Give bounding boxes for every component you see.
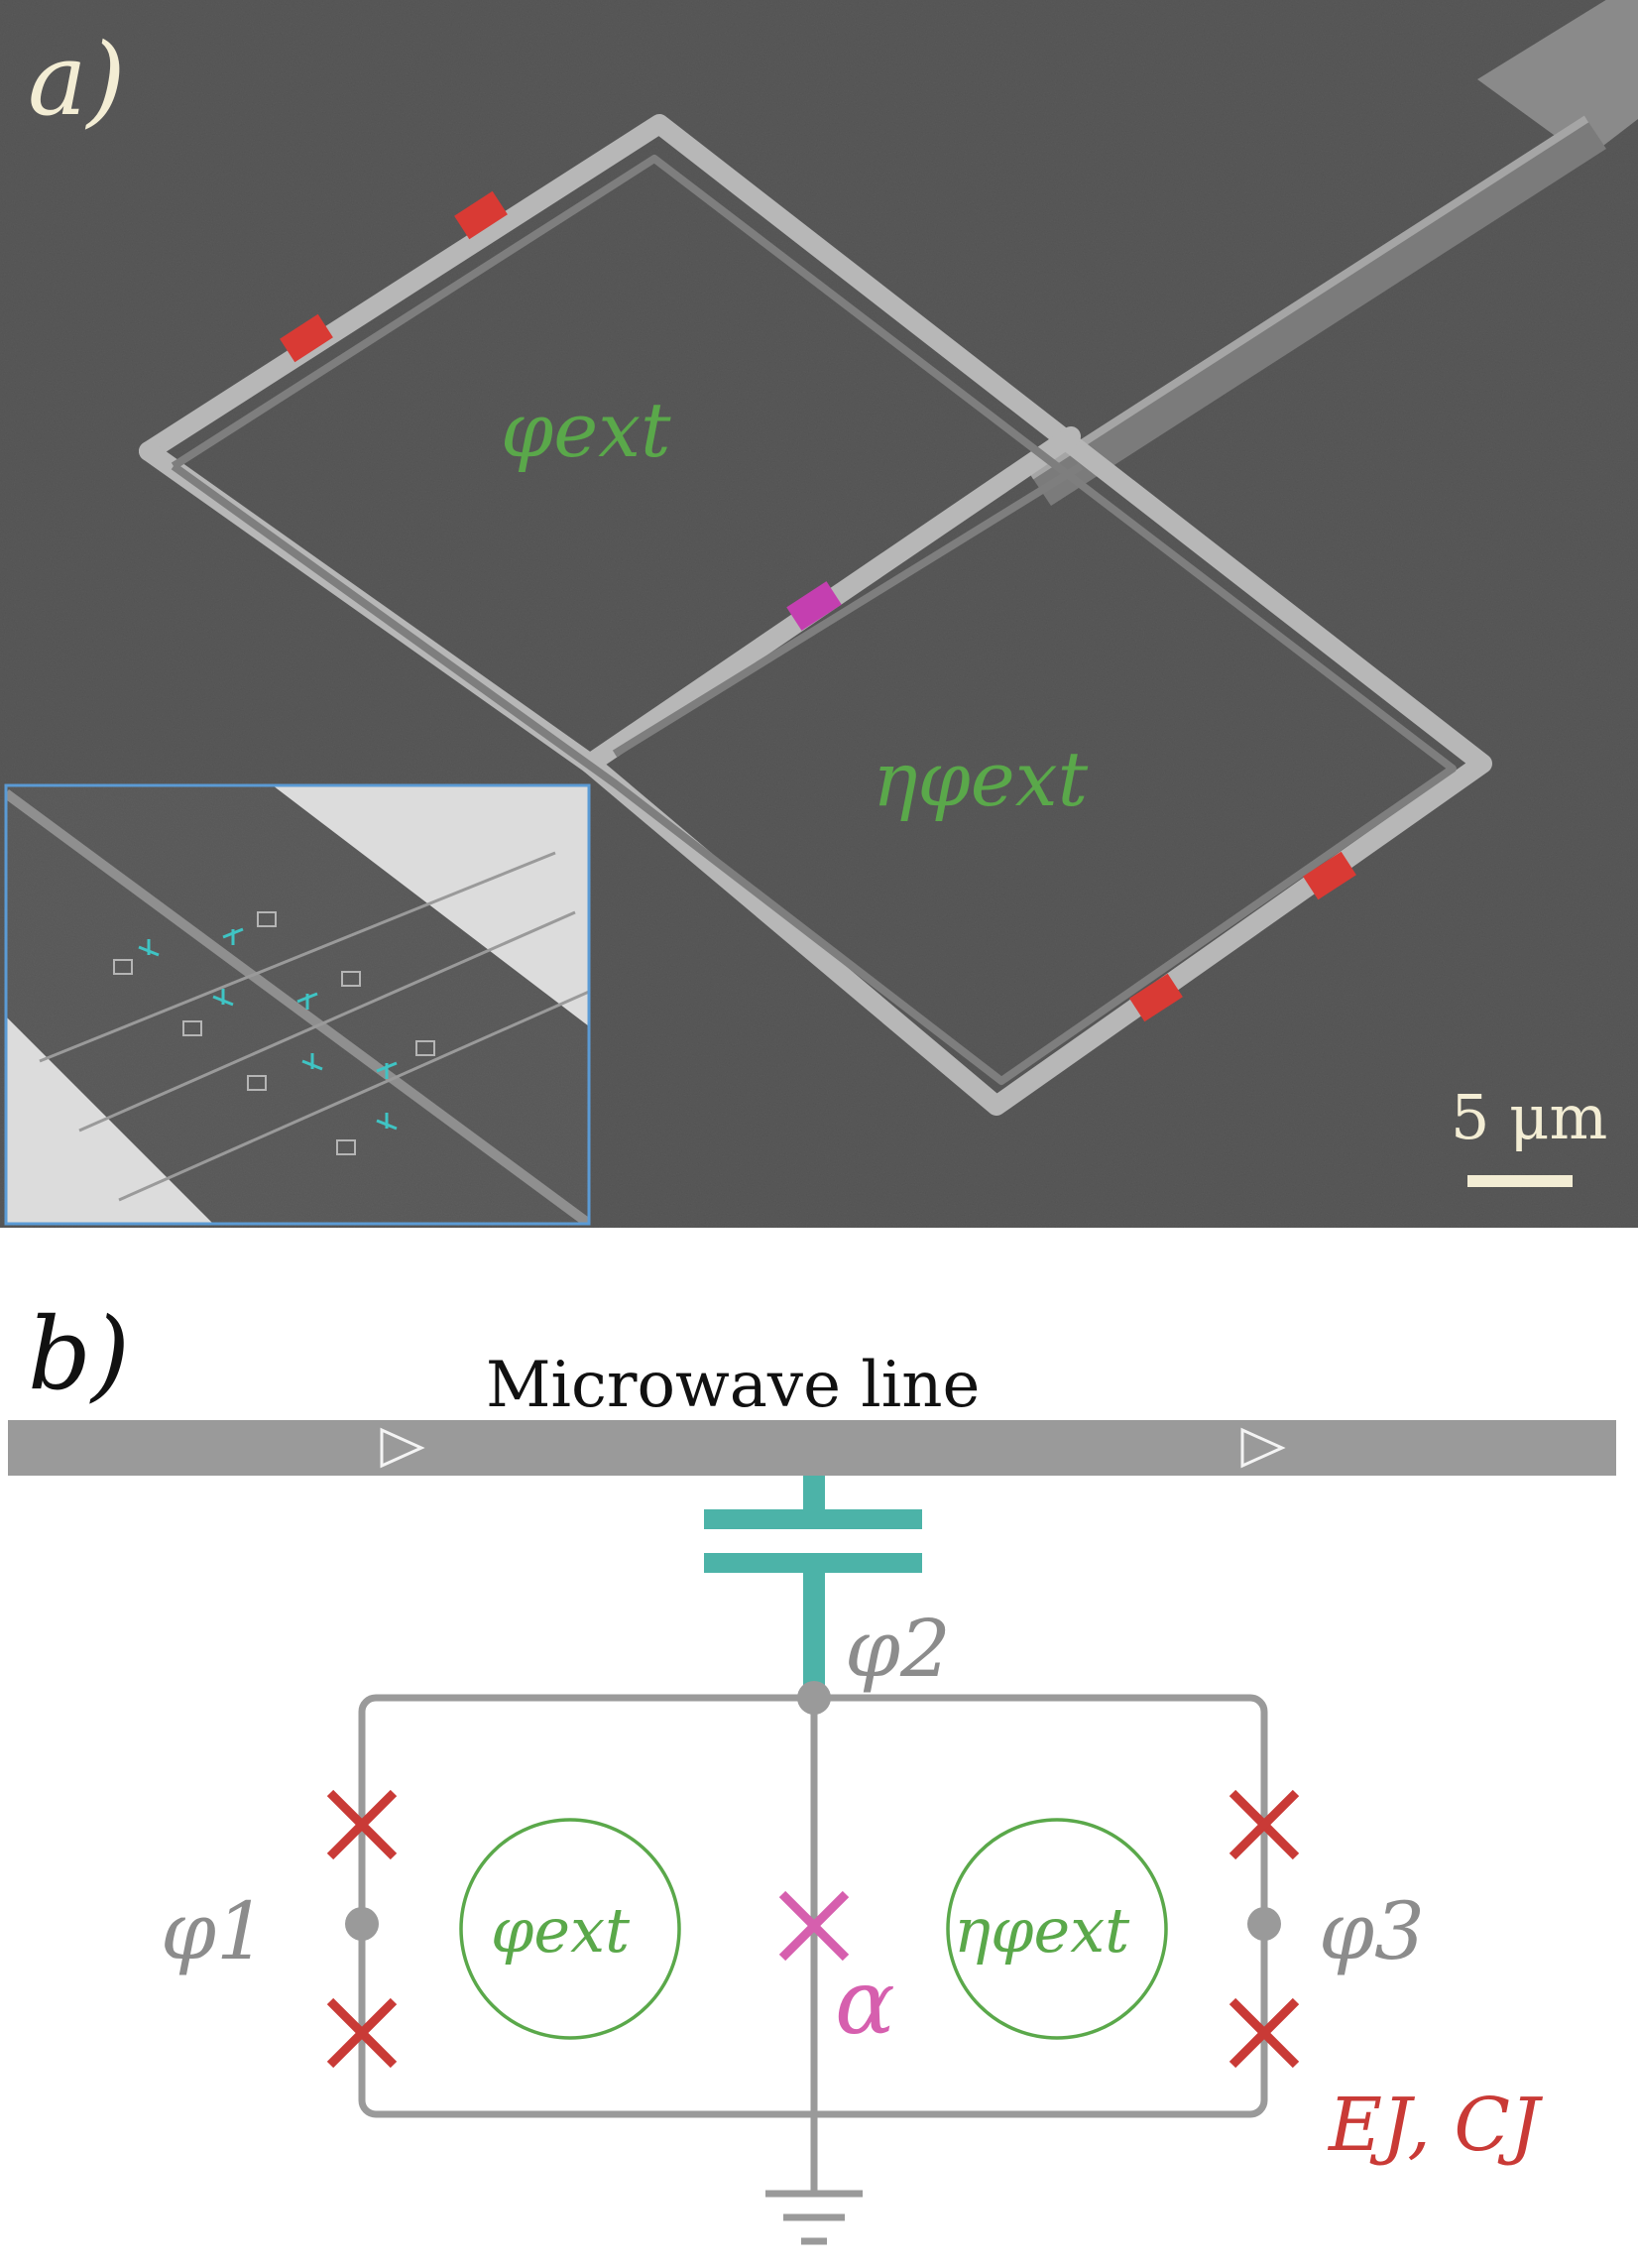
node-3	[1247, 1907, 1281, 1941]
flux-label-right: ηφext	[873, 735, 1089, 823]
alpha-label: α	[835, 1951, 895, 2055]
flux-label-left: φext	[501, 386, 671, 474]
node-1	[345, 1907, 379, 1941]
feed-line	[1031, 119, 1606, 506]
scale-bar	[1467, 1175, 1573, 1187]
inset-pad-lower	[6, 1016, 213, 1224]
node-1-label: φ1	[161, 1885, 267, 1977]
inset-border	[4, 783, 591, 1226]
microwave-line	[8, 1420, 1616, 1476]
panel-a-label: a)	[28, 22, 126, 138]
circuit-panel: b) Microwave line	[8, 1296, 1616, 2245]
junction-a1	[454, 190, 508, 240]
panel-b-label: b)	[28, 1296, 130, 1412]
flux-label-left-circuit: φext	[491, 1894, 630, 1967]
junction-a3	[1303, 851, 1356, 900]
junction-cross-alpha	[778, 1890, 850, 1962]
junctions-circuit	[326, 1789, 1300, 2069]
node-3-label: φ3	[1319, 1885, 1425, 1977]
junction-params-label: EJ, CJ	[1327, 2083, 1544, 2168]
junction-cross-1	[326, 1789, 398, 1860]
inset-image	[6, 785, 589, 1224]
arrow-icon	[1240, 1427, 1286, 1469]
node-2	[797, 1681, 831, 1715]
node-2-label: φ2	[845, 1603, 951, 1695]
coupling-capacitor	[704, 1476, 922, 1696]
junction-cross-3	[1228, 1789, 1300, 1860]
flux-label-right-circuit: ηφext	[954, 1894, 1129, 1967]
junction-a2	[280, 313, 333, 363]
flux-loop-left	[459, 1818, 681, 2040]
sem-panel: a) φext ηφext 5 μm	[0, 0, 1638, 1228]
junction-cross-2	[326, 1997, 398, 2069]
inset-pad-upper	[273, 785, 589, 1026]
arrow-icon	[380, 1427, 425, 1469]
junctions-red	[280, 190, 1356, 1022]
junction-alpha	[786, 581, 842, 631]
feed-line-pad	[1477, 0, 1638, 159]
ground-icon	[765, 2190, 863, 2245]
junction-a4	[1129, 973, 1183, 1022]
junction-cross-4	[1228, 1997, 1300, 2069]
microwave-line-label: Microwave line	[486, 1349, 980, 1422]
scale-bar-label: 5 μm	[1451, 1081, 1607, 1153]
flux-loop-right	[946, 1818, 1168, 2040]
